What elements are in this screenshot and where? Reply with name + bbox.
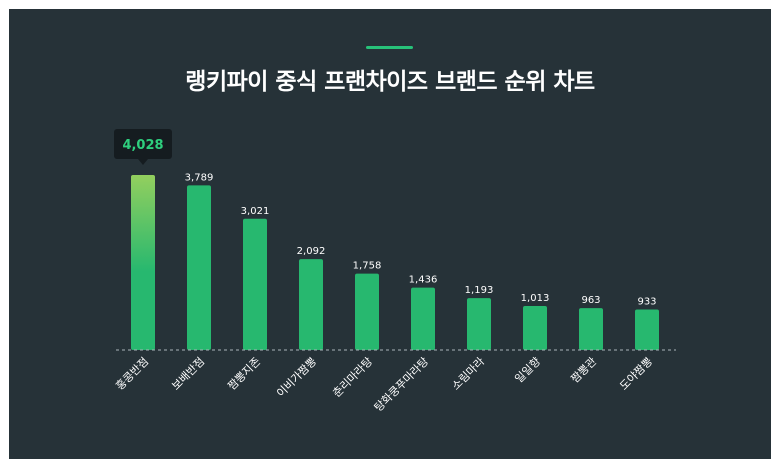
value-label: 933 [637, 296, 656, 307]
value-label: 2,092 [297, 246, 326, 257]
bar-2 [187, 185, 211, 350]
category-label: 소림마라 [449, 355, 487, 393]
category-label: 춘리마라탕 [330, 355, 375, 400]
value-label: 1,013 [521, 293, 550, 304]
tooltip-value: 4,028 [122, 138, 163, 153]
value-label: 1,758 [353, 261, 382, 272]
value-label: 3,021 [241, 206, 270, 217]
category-label: 보배반점 [169, 355, 207, 393]
value-label: 1,436 [409, 275, 438, 286]
chart-title: 랭키파이 중식 프랜차이즈 브랜드 순위 차트 [185, 69, 595, 95]
bar-8 [523, 305, 547, 350]
highlight-tooltip: 4,028 [114, 129, 172, 165]
value-label: 963 [581, 295, 600, 306]
tooltip-box [114, 129, 172, 159]
bar-7 [467, 298, 491, 350]
tooltip-pointer [138, 159, 148, 165]
value-label: 1,193 [465, 285, 494, 296]
bar-5 [355, 273, 379, 350]
category-label: 이비가짬뽕 [274, 355, 319, 400]
bar-series [131, 175, 659, 350]
bar-6 [411, 287, 435, 350]
bar-3 [243, 218, 267, 350]
category-label: 짬뽕관 [568, 355, 599, 386]
title-accent-bar [366, 46, 413, 49]
value-labels: 3,789 3,021 2,092 1,758 1,436 1,193 1,013 963 93… [185, 172, 657, 307]
bar-9 [579, 308, 603, 350]
value-label: 3,789 [185, 172, 214, 183]
bar-4 [299, 259, 323, 350]
category-label: 도야짬뽕 [617, 355, 655, 393]
category-label: 탕화쿵푸마라탕 [372, 355, 431, 414]
category-label: 일일향 [512, 354, 543, 385]
category-label: 짬뽕지존 [225, 355, 263, 393]
bar-10 [635, 309, 659, 350]
bar-1 [131, 175, 155, 350]
category-label: 홍콩반점 [113, 354, 152, 393]
